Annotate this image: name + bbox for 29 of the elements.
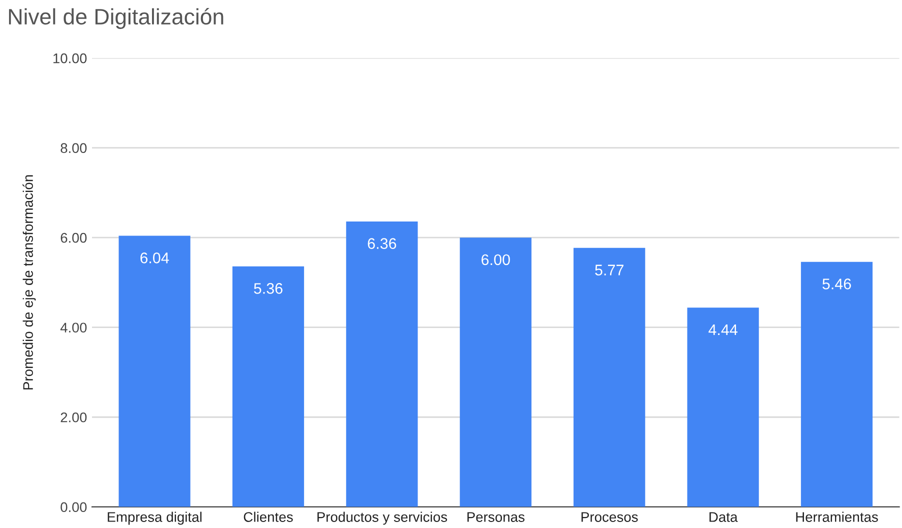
y-tick-label: 6.00 bbox=[60, 232, 87, 243]
y-tick-label: 8.00 bbox=[60, 143, 87, 154]
x-tick-label: Herramientas bbox=[796, 512, 878, 522]
bar bbox=[687, 308, 759, 507]
x-tick-label: Productos y servicios bbox=[317, 512, 448, 525]
x-tick-label: Clientes bbox=[244, 512, 293, 522]
bar bbox=[574, 248, 646, 507]
data-label: 5.36 bbox=[254, 283, 282, 294]
data-label: 5.46 bbox=[822, 278, 851, 290]
y-axis-title: Promedio de eje de transformación bbox=[22, 175, 36, 390]
y-tick-label: 0.00 bbox=[60, 502, 87, 512]
x-tick-label: Empresa digital bbox=[108, 512, 202, 525]
bar bbox=[232, 266, 304, 507]
data-label: 6.00 bbox=[482, 254, 510, 266]
bar bbox=[800, 262, 873, 507]
bar bbox=[118, 236, 190, 507]
y-tick-label: 2.00 bbox=[60, 412, 87, 422]
bar bbox=[346, 221, 418, 507]
y-tick-label: 4.00 bbox=[60, 322, 87, 333]
data-label: 6.04 bbox=[140, 252, 169, 264]
x-tick-label: Personas bbox=[467, 512, 524, 522]
x-tick-label: Data bbox=[710, 512, 738, 522]
data-label: 6.36 bbox=[368, 238, 396, 249]
bar bbox=[460, 238, 532, 507]
data-label: 5.77 bbox=[595, 264, 624, 276]
y-tick-label: 10.00 bbox=[53, 53, 87, 64]
x-tick-label: Procesos bbox=[582, 512, 638, 522]
chart-title: Nivel de Digitalización bbox=[9, 8, 224, 29]
data-label: 4.44 bbox=[708, 324, 738, 335]
